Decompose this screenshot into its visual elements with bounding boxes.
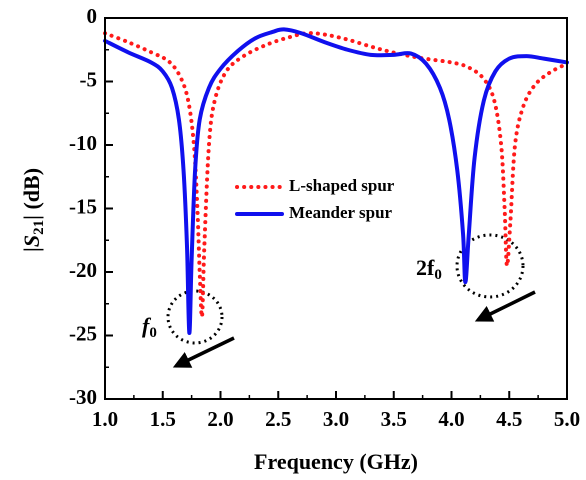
arrow (172, 336, 235, 368)
annotation-text: f (142, 313, 152, 338)
annotation: 2f0 (416, 255, 442, 283)
y-label-part: | (dB) (19, 168, 44, 220)
x-tick-label: 3.5 (381, 407, 407, 431)
y-tick-label: -5 (80, 67, 98, 91)
y-label-part: S (19, 235, 44, 247)
legend-label: Meander spur (289, 203, 393, 222)
y-label-part: 21 (31, 220, 47, 235)
annotation: f0 (142, 313, 157, 341)
y-tick-label: -15 (69, 194, 97, 218)
legend-label: L-shaped spur (289, 176, 395, 195)
y-tick-label: -25 (69, 321, 97, 345)
y-axis-label: |S21| (dB) (19, 168, 47, 252)
x-tick-label: 2.0 (207, 407, 233, 431)
series-line (103, 27, 569, 335)
y-tick-label: -30 (69, 385, 97, 409)
x-tick-label: 3.0 (323, 407, 349, 431)
y-tick-label: -10 (69, 131, 97, 155)
x-tick-label: 1.5 (150, 407, 176, 431)
y-label-part: | (19, 247, 44, 252)
x-axis-label: Frequency (GHz) (254, 449, 418, 474)
marker-circle (166, 289, 224, 345)
series-line (103, 31, 569, 319)
annotation-sub: 0 (434, 267, 442, 283)
x-tick-label: 1.0 (92, 407, 118, 431)
annotation-sub: 0 (149, 325, 157, 341)
y-tick-label: 0 (87, 4, 98, 28)
marker-circle (455, 233, 525, 299)
y-tick-label: -20 (69, 258, 97, 282)
x-tick-label: 4.0 (438, 407, 464, 431)
x-tick-label: 2.5 (265, 407, 291, 431)
annotation-text: 2f (416, 255, 435, 280)
arrow (474, 290, 536, 322)
x-tick-label: 4.5 (496, 407, 522, 431)
x-tick-label: 5.0 (554, 407, 580, 431)
